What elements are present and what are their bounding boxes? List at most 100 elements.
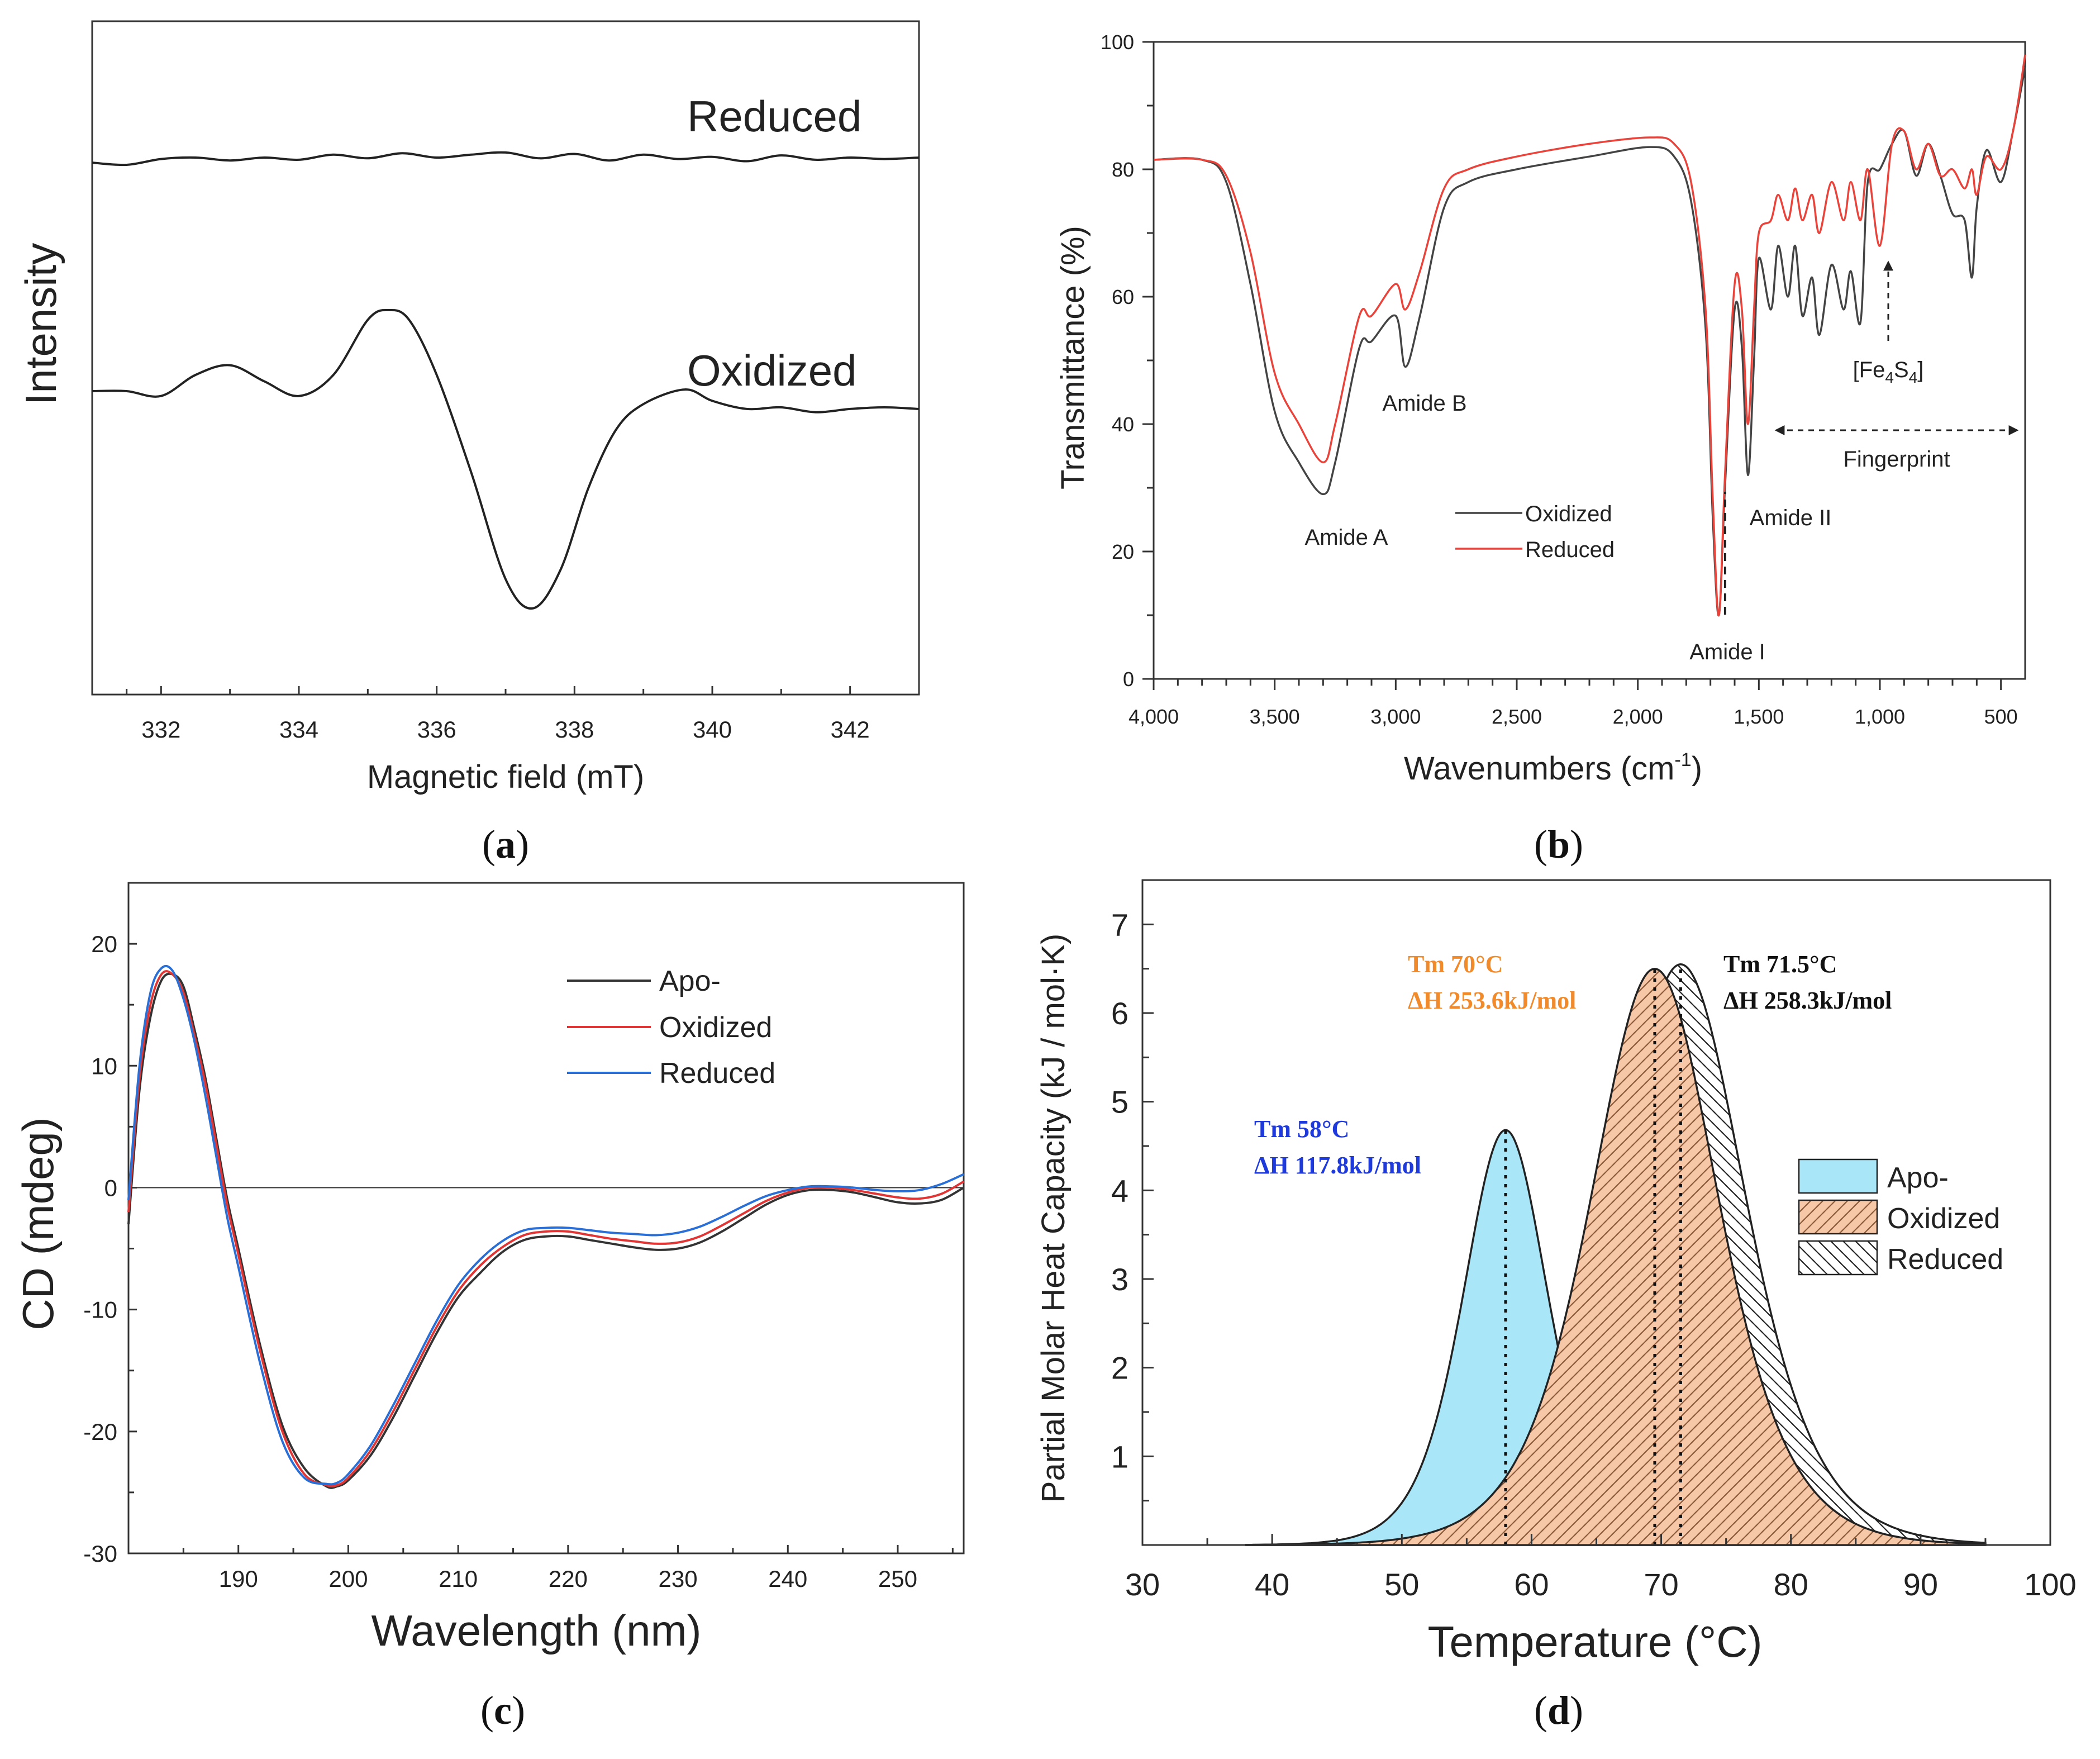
panel-c-legend-oxidized: Oxidized [659, 1011, 772, 1044]
panel-b-x-tick-3500: 3,500 [1250, 705, 1300, 728]
panel-d-x-tick-50: 50 [1384, 1567, 1419, 1602]
panel-d-y-tick-6: 6 [1111, 996, 1128, 1031]
panel-a-x-tick-336: 336 [417, 716, 456, 743]
panel-a-x-tick-334: 334 [279, 716, 318, 743]
panel-d-x-tick-labels: 30 40 50 60 70 80 90 100 [1125, 1567, 2077, 1602]
panel-c-x-tick-240: 240 [768, 1566, 807, 1592]
panel-b-reduced-line [1153, 54, 2026, 616]
panel-c-apo-line [127, 972, 964, 1489]
panel-b-amide-i-label: Amide I [1689, 640, 1765, 664]
panel-b-ticks [1142, 41, 2002, 690]
panel-d-apo-dh-label: ΔH 117.8kJ/mol [1254, 1152, 1421, 1179]
panel-a-x-tick-332: 332 [141, 716, 180, 743]
panel-b-x-tick-1000: 1,000 [1855, 705, 1905, 728]
panel-b-y-tick-labels: 0 20 40 60 80 100 [1101, 31, 1134, 691]
panel-a-x-tick-labels: 332 334 336 338 340 342 [141, 716, 869, 743]
panel-c-legend-reduced: Reduced [659, 1057, 775, 1090]
panel-b-x-tick-2000: 2,000 [1613, 705, 1663, 728]
panel-a-x-tick-340: 340 [693, 716, 732, 743]
panel-b-y-tick-80: 80 [1112, 158, 1134, 181]
panel-a-reduced-label: Reduced [687, 92, 861, 141]
panel-d-legend-apo: Apo- [1887, 1162, 1949, 1194]
panel-b-x-tick-500: 500 [1984, 705, 2018, 728]
panel-c-y-tick--30: -30 [83, 1541, 117, 1567]
panel-b-x-tick-3000: 3,000 [1370, 705, 1421, 728]
panel-c-x-tick-labels: 190 200 210 220 230 240 250 [219, 1566, 917, 1592]
panel-d-x-tick-30: 30 [1125, 1567, 1160, 1602]
panel-c-y-axis-label: CD (mdeg) [13, 1117, 63, 1330]
panel-c-x-tick-210: 210 [439, 1566, 478, 1592]
panel-c-x-axis-label: Wavelength (nm) [372, 1606, 702, 1655]
panel-d-oxidized-dh-label: ΔH 253.6kJ/mol [1408, 987, 1576, 1014]
panel-c-legend-apo: Apo- [659, 965, 721, 997]
panel-d-y-tick-labels: 1 2 3 4 5 6 7 [1111, 907, 1128, 1474]
panel-d-x-tick-100: 100 [2024, 1567, 2076, 1602]
panel-b-y-tick-60: 60 [1112, 286, 1134, 308]
panel-d-reduced-tm-label: Tm 71.5°C [1723, 950, 1837, 978]
panel-c-cd: 190 200 210 220 230 240 250 -30 -20 -10 0 10 20 Apo… [13, 882, 965, 1733]
panel-b-label: (b) [1534, 822, 1583, 867]
panel-d-y-tick-5: 5 [1111, 1085, 1128, 1120]
panel-d-label: (d) [1534, 1688, 1583, 1733]
panel-c-ticks [128, 943, 954, 1554]
panel-a-oxidized-label: Oxidized [687, 346, 856, 395]
panel-d-y-tick-1: 1 [1111, 1439, 1128, 1474]
panel-c-reduced-line [127, 964, 964, 1486]
panel-d-legend-apo-swatch [1798, 1158, 1878, 1194]
panel-b-amide-a-label: Amide A [1305, 525, 1388, 550]
panel-c-y-tick--20: -20 [83, 1419, 117, 1445]
panel-b-y-tick-20: 20 [1112, 540, 1134, 563]
panel-d-x-axis-label: Temperature (°C) [1427, 1617, 1762, 1666]
panel-c-y-tick-20: 20 [91, 931, 117, 957]
panel-b-legend-oxidized: Oxidized [1525, 502, 1612, 526]
panel-b-amide-ii-label: Amide II [1750, 506, 1832, 530]
panel-d-x-tick-90: 90 [1903, 1567, 1938, 1602]
panel-c-x-tick-220: 220 [549, 1566, 588, 1592]
panel-c-x-tick-190: 190 [219, 1566, 258, 1592]
panel-d-y-tick-7: 7 [1111, 907, 1128, 942]
panel-b-y-tick-100: 100 [1101, 31, 1134, 54]
panel-d-oxidized-fill [1245, 967, 1987, 1546]
panel-b-x-tick-4000: 4,000 [1128, 705, 1179, 728]
panel-d-x-tick-40: 40 [1255, 1567, 1289, 1602]
panel-c-oxidized-line [127, 970, 964, 1487]
panel-b-fingerprint-label: Fingerprint [1843, 447, 1950, 472]
panel-a-x-tick-338: 338 [555, 716, 594, 743]
panel-d-ticks [1141, 923, 2051, 1545]
panel-b-x-tick-2500: 2,500 [1492, 705, 1542, 728]
panel-c-y-tick-labels: -30 -20 -10 0 10 20 [83, 931, 117, 1567]
panel-b-amide-b-label: Amide B [1382, 391, 1466, 416]
panel-a-y-axis-label: Intensity [16, 243, 65, 405]
panel-b-legend-reduced: Reduced [1525, 538, 1615, 562]
panel-d-y-axis-label: Partial Molar Heat Capacity (kJ / mol·K) [1035, 934, 1072, 1503]
panel-d-x-tick-60: 60 [1514, 1567, 1549, 1602]
panel-d-legend-reduced-swatch [1798, 1240, 1878, 1276]
panel-b-x-axis-label: Wavenumbers (cm-1) [1404, 749, 1702, 787]
panel-c-y-tick-10: 10 [91, 1053, 117, 1079]
panel-d-y-tick-4: 4 [1111, 1173, 1128, 1208]
panel-b-y-tick-40: 40 [1112, 413, 1134, 436]
panel-a-x-ticks [126, 686, 851, 695]
panel-b-ftir: 4,000 3,500 3,000 2,500 2,000 1,500 1,000 500 0… [1055, 31, 2026, 867]
panel-d-legend-oxidized-swatch [1798, 1199, 1878, 1235]
panel-a-label: (a) [482, 822, 529, 867]
panel-d-dsc: 30 40 50 60 70 80 90 100 1 2 3 4 5 6 7 Tm 58°C ΔH 117… [1035, 879, 2077, 1733]
panel-c-x-tick-230: 230 [659, 1566, 698, 1592]
panel-b-x-tick-labels: 4,000 3,500 3,000 2,500 2,000 1,500 1,000 500 [1128, 705, 2018, 728]
panel-c-y-tick-0: 0 [104, 1175, 117, 1201]
panel-d-y-tick-3: 3 [1111, 1262, 1128, 1297]
panel-d-reduced-dh-label: ΔH 258.3kJ/mol [1723, 987, 1892, 1014]
panel-d-oxidized-tm-label: Tm 70°C [1408, 950, 1503, 978]
panel-c-y-tick--10: -10 [83, 1297, 117, 1323]
panel-d-legend-reduced: Reduced [1887, 1243, 2003, 1276]
panel-d-y-tick-2: 2 [1111, 1351, 1128, 1386]
panel-b-oxidized-line [1153, 67, 2026, 617]
panel-a-reduced-line [92, 151, 920, 167]
panel-a-x-tick-342: 342 [831, 716, 870, 743]
panel-b-fe4s4-label: [Fe4S4] [1853, 358, 1924, 386]
panel-d-apo-tm-label: Tm 58°C [1254, 1115, 1349, 1143]
panel-a-x-axis-label: Magnetic field (mT) [367, 759, 644, 795]
panel-b-y-axis-label: Transmittance (%) [1055, 226, 1091, 489]
panel-c-x-tick-200: 200 [328, 1566, 368, 1592]
